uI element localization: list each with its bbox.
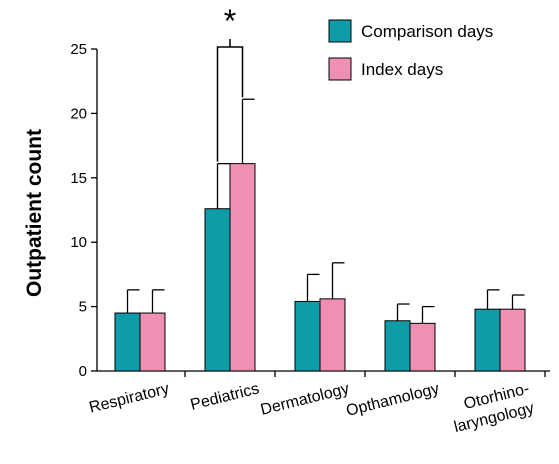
- y-tick-label: 5: [79, 299, 87, 316]
- bar-index-3: [409, 322, 436, 372]
- bar-index-2: [319, 298, 346, 372]
- bar-comparison-1: [204, 208, 231, 372]
- legend-label: Index days: [361, 60, 443, 79]
- bar-comparison-2: [294, 300, 321, 372]
- bar-index-1: [229, 163, 256, 372]
- category-label-line: Dermatology: [259, 380, 351, 418]
- category-label: Dermatology: [259, 380, 351, 418]
- category-label-line: Opthamology: [345, 380, 441, 420]
- significance-star: *: [224, 3, 236, 39]
- y-tick-label: 25: [70, 41, 87, 58]
- y-tick-label: 0: [79, 363, 87, 380]
- bar-comparison-4: [474, 308, 501, 372]
- significance-bracket: [216, 46, 244, 162]
- legend-swatch: [328, 57, 352, 81]
- y-tick-label: 10: [70, 234, 87, 251]
- category-label: Pediatrics: [189, 380, 261, 413]
- bar-comparison-3: [384, 320, 411, 372]
- bar-comparison-0: [114, 312, 141, 372]
- category-label-line: Pediatrics: [189, 380, 261, 413]
- category-labels: Respiratory PediatricsDermatologyOpthamol…: [87, 380, 535, 436]
- bar-index-4: [499, 308, 526, 372]
- legend-swatch: [328, 19, 352, 43]
- bar-index-0: [139, 312, 166, 372]
- category-label: Respiratory: [87, 380, 170, 416]
- error-bars: [126, 98, 525, 324]
- y-tick-label: 15: [70, 170, 87, 187]
- legend: Comparison days Index days: [328, 19, 493, 81]
- legend-label: Comparison days: [361, 22, 493, 41]
- y-tick-label: 20: [70, 105, 87, 122]
- category-label: Opthamology: [345, 380, 441, 420]
- bars: [114, 163, 526, 372]
- category-label: Otorhino-laryngology: [452, 380, 536, 436]
- significance-annotation: *: [216, 3, 244, 162]
- category-label-line: Respiratory: [87, 380, 170, 416]
- y-axis-title: Outpatient count: [23, 129, 46, 297]
